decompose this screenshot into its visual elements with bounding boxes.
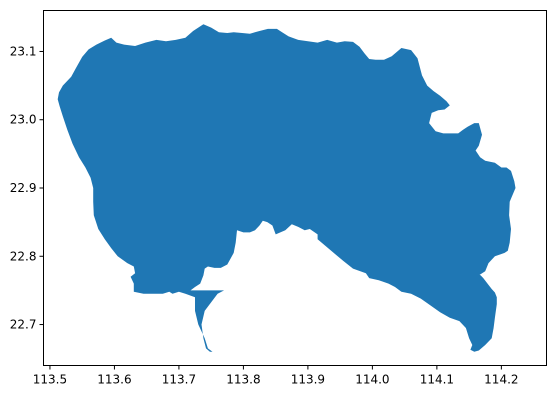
x-tick-label: 113.5 <box>33 373 67 387</box>
x-tick-label: 114.0 <box>355 373 389 387</box>
y-tick-label: 23.1 <box>10 44 37 58</box>
x-tick-label: 113.6 <box>97 373 131 387</box>
region-polygon <box>57 24 516 352</box>
x-tick-label: 113.7 <box>162 373 196 387</box>
y-tick-label: 22.7 <box>10 318 37 332</box>
x-tick-label: 114.2 <box>484 373 518 387</box>
plot-area <box>57 24 516 352</box>
x-tick-label: 113.9 <box>291 373 325 387</box>
y-tick-label: 22.9 <box>10 181 37 195</box>
x-tick-label: 113.8 <box>226 373 260 387</box>
x-tick-label: 114.1 <box>420 373 454 387</box>
y-tick-label: 22.8 <box>10 249 37 263</box>
y-tick-label: 23.0 <box>10 113 37 127</box>
y-axis: 22.7 22.8 22.9 23.0 23.1 <box>10 44 44 332</box>
x-axis: 113.5 113.6 113.7 113.8 113.9 114.0 114.1 114.2 <box>33 365 519 387</box>
